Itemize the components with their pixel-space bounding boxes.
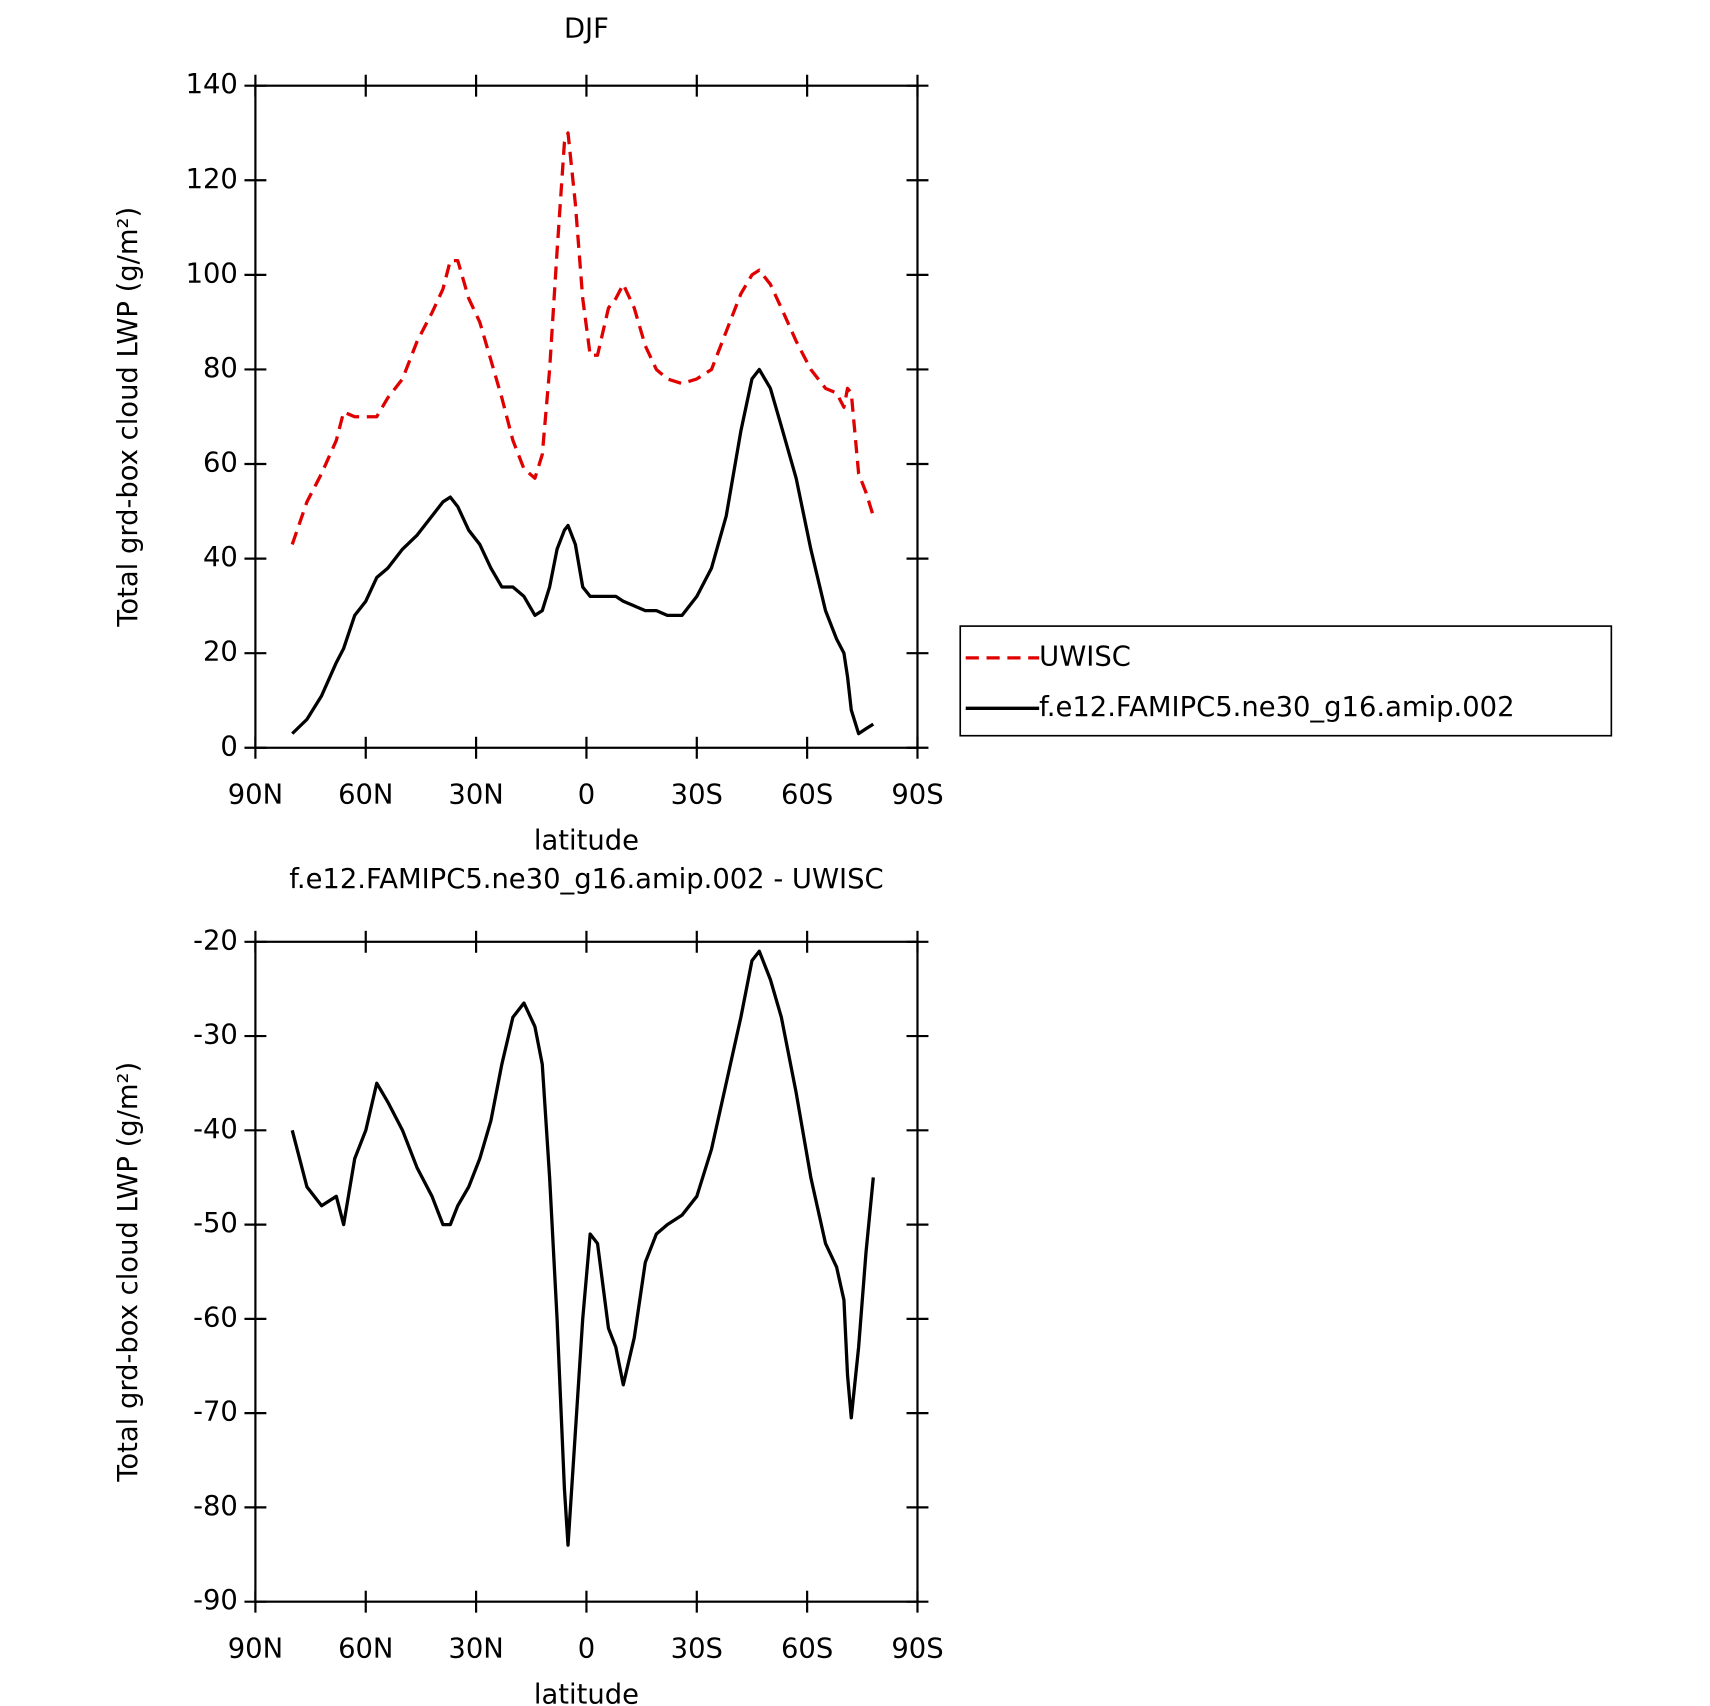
- y-tick-label: -90: [193, 1585, 238, 1616]
- y-tick-label: 120: [186, 164, 238, 195]
- y-tick-label: 100: [186, 258, 238, 289]
- y-tick-label: 40: [203, 542, 238, 573]
- x-tick-label: 60S: [781, 779, 833, 810]
- y-tick-label: -40: [193, 1114, 238, 1145]
- y-tick-label: -30: [193, 1020, 238, 1051]
- x-tick-label: 30S: [671, 779, 723, 810]
- data-line: [290, 131, 875, 545]
- legend-label: f.e12.FAMIPC5.ne30_g16.amip.002: [1039, 692, 1514, 723]
- y-tick-label: -80: [193, 1491, 238, 1522]
- data-line: [291, 367, 875, 736]
- y-tick-label: 20: [203, 637, 238, 668]
- x-tick-label: 30N: [448, 1633, 503, 1664]
- x-tick-label: 60N: [338, 779, 393, 810]
- y-tick-label: 140: [186, 69, 238, 100]
- y-tick-label: 80: [203, 353, 238, 384]
- x-tick-label: 30N: [448, 779, 503, 810]
- y-axis-label: Total grd-box cloud LWP (g/m²): [113, 207, 144, 628]
- y-tick-label: -50: [193, 1208, 238, 1239]
- chart-title: DJF: [564, 13, 609, 44]
- x-tick-label: 90N: [228, 1633, 283, 1664]
- x-tick-label: 60N: [338, 1633, 393, 1664]
- y-tick-label: -60: [193, 1302, 238, 1333]
- x-tick-label: 90N: [228, 779, 283, 810]
- x-axis-label: latitude: [534, 826, 639, 857]
- x-tick-label: 90S: [891, 1633, 943, 1664]
- data-line: [290, 949, 875, 1547]
- x-tick-label: 90S: [891, 779, 943, 810]
- x-axis-label: latitude: [534, 1679, 639, 1706]
- y-axis-label: Total grd-box cloud LWP (g/m²): [113, 1062, 144, 1483]
- x-tick-label: 60S: [781, 1633, 833, 1664]
- chart-title: f.e12.FAMIPC5.ne30_g16.amip.002 - UWISC: [289, 864, 883, 895]
- x-tick-label: 0: [578, 779, 595, 810]
- y-tick-label: -20: [193, 925, 238, 956]
- x-tick-label: 0: [578, 1633, 595, 1664]
- legend-box: [959, 625, 1613, 737]
- y-tick-label: -70: [193, 1397, 238, 1428]
- y-tick-label: 0: [220, 731, 237, 762]
- legend-label: UWISC: [1039, 641, 1131, 672]
- y-tick-label: 60: [203, 448, 238, 479]
- x-tick-label: 30S: [671, 1633, 723, 1664]
